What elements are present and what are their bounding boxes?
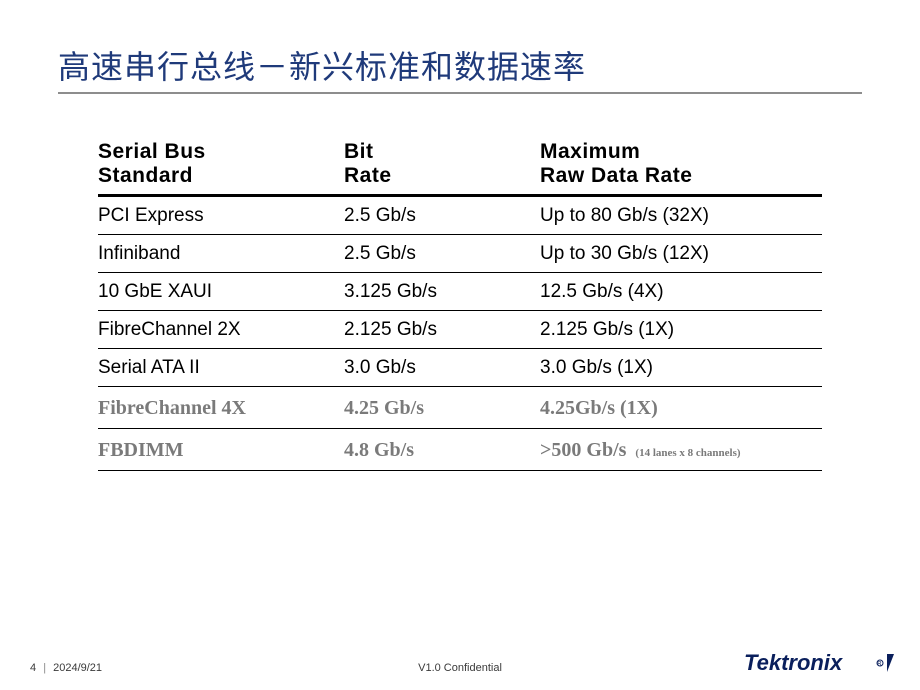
cell-max: 2.125 Gb/s (1X) — [540, 311, 822, 348]
header-max-rate: MaximumRaw Data Rate — [540, 140, 822, 194]
cell-standard: FibreChannel 2X — [98, 311, 344, 348]
cell-standard: FibreChannel 4X — [98, 387, 344, 428]
cell-rate: 3.125 Gb/s — [344, 273, 540, 310]
table-header-row: Serial BusStandard BitRate MaximumRaw Da… — [98, 140, 822, 194]
cell-max-value: >500 Gb/s — [540, 439, 626, 461]
table-row: Infiniband 2.5 Gb/s Up to 30 Gb/s (12X) — [98, 235, 822, 272]
cell-standard: Serial ATA II — [98, 349, 344, 386]
table-row: Serial ATA II 3.0 Gb/s 3.0 Gb/s (1X) — [98, 349, 822, 386]
row-rule — [98, 470, 822, 471]
slide-footer: 4 | 2024/9/21 V1.0 Confidential Tektroni… — [0, 654, 920, 674]
table-added-row: FBDIMM 4.8 Gb/s >500 Gb/s (14 lanes x 8 … — [98, 429, 822, 470]
cell-standard: Infiniband — [98, 235, 344, 272]
tektronix-logo: Tektronix R — [744, 650, 894, 676]
cell-standard: PCI Express — [98, 197, 344, 234]
table-row: FibreChannel 2X 2.125 Gb/s 2.125 Gb/s (1… — [98, 311, 822, 348]
svg-text:R: R — [877, 662, 882, 668]
cell-max: Up to 30 Gb/s (12X) — [540, 235, 822, 272]
header-bit-rate: BitRate — [344, 140, 540, 194]
cell-max: >500 Gb/s (14 lanes x 8 channels) — [540, 429, 822, 470]
cell-rate: 3.0 Gb/s — [344, 349, 540, 386]
title-underline — [58, 92, 862, 94]
cell-rate: 4.8 Gb/s — [344, 429, 540, 470]
footer-left: 4 | 2024/9/21 — [30, 662, 102, 674]
cell-rate: 2.125 Gb/s — [344, 311, 540, 348]
table-row: PCI Express 2.5 Gb/s Up to 80 Gb/s (32X) — [98, 197, 822, 234]
header-standard: Serial BusStandard — [98, 140, 344, 194]
cell-standard: 10 GbE XAUI — [98, 273, 344, 310]
cell-max: 3.0 Gb/s (1X) — [540, 349, 822, 386]
title-text: 高速串行总线－新兴标准和数据速率 — [58, 49, 586, 85]
cell-rate: 4.25 Gb/s — [344, 387, 540, 428]
slide: 高速串行总线－新兴标准和数据速率 Serial BusStandard BitR… — [0, 0, 920, 690]
cell-max: 4.25Gb/s (1X) — [540, 387, 822, 428]
footer-center: V1.0 Confidential — [418, 662, 502, 674]
cell-max: Up to 80 Gb/s (32X) — [540, 197, 822, 234]
footer-page: 4 — [30, 662, 36, 674]
cell-max-note: (14 lanes x 8 channels) — [635, 447, 740, 459]
table-added-row: FibreChannel 4X 4.25 Gb/s 4.25Gb/s (1X) — [98, 387, 822, 428]
footer-separator: | — [43, 662, 46, 674]
cell-rate: 2.5 Gb/s — [344, 197, 540, 234]
cell-standard: FBDIMM — [98, 429, 344, 470]
svg-text:Tektronix: Tektronix — [744, 650, 843, 675]
footer-date: 2024/9/21 — [53, 662, 102, 674]
serial-bus-table: Serial BusStandard BitRate MaximumRaw Da… — [98, 140, 822, 471]
cell-rate: 2.5 Gb/s — [344, 235, 540, 272]
slide-title: 高速串行总线－新兴标准和数据速率 — [58, 42, 586, 88]
table-row: 10 GbE XAUI 3.125 Gb/s 12.5 Gb/s (4X) — [98, 273, 822, 310]
cell-max: 12.5 Gb/s (4X) — [540, 273, 822, 310]
